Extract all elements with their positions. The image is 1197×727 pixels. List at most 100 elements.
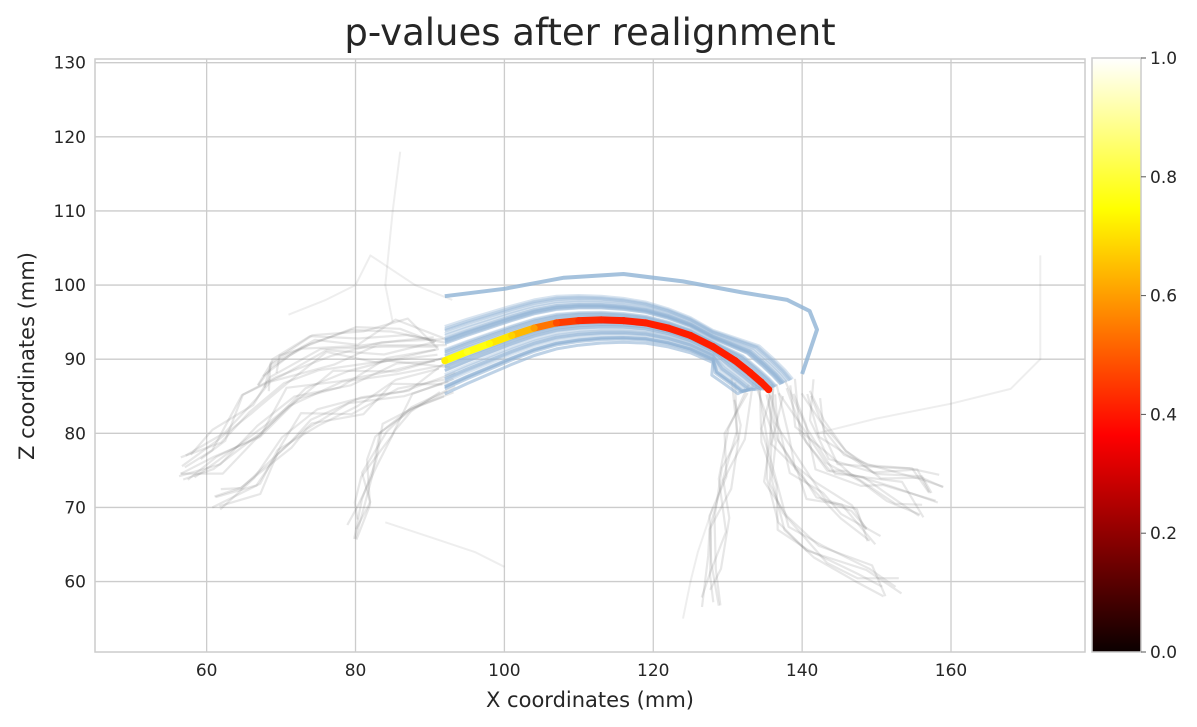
background-streamline bbox=[211, 367, 440, 509]
series-segment bbox=[463, 340, 494, 356]
aligned-streamline bbox=[444, 305, 783, 386]
aligned-streamline bbox=[444, 329, 758, 392]
background-streamline bbox=[777, 392, 921, 516]
aligned-streamline bbox=[444, 325, 763, 391]
background-streamline bbox=[219, 362, 445, 511]
background-streamline bbox=[760, 395, 897, 588]
background-streamline bbox=[682, 507, 714, 619]
aligned-streamline bbox=[444, 336, 751, 393]
background-streamline bbox=[353, 377, 454, 520]
background-streamline bbox=[700, 399, 742, 608]
background-streamline bbox=[220, 371, 456, 491]
series-point bbox=[597, 316, 605, 324]
aligned-streamline bbox=[444, 328, 760, 392]
background-streamline bbox=[770, 383, 868, 530]
background-streamline bbox=[355, 385, 456, 530]
aligned-streamline bbox=[444, 296, 792, 382]
colorbar-ticks: 0.0 0.2 0.4 0.6 0.8 1.0 bbox=[1141, 49, 1177, 663]
background-streamline bbox=[256, 318, 449, 386]
background-streamline bbox=[806, 393, 931, 494]
aligned-streamline bbox=[444, 313, 775, 389]
plot-background bbox=[95, 59, 1085, 652]
colorbar-tick-label: 0.4 bbox=[1150, 405, 1177, 425]
series-point bbox=[486, 340, 494, 348]
x-tick-label: 140 bbox=[786, 661, 818, 681]
background-streamline bbox=[180, 347, 440, 459]
background-streamline bbox=[810, 395, 944, 488]
series-point bbox=[642, 319, 650, 327]
background-streamline bbox=[267, 317, 439, 392]
background-streamline bbox=[354, 395, 445, 539]
background-streamline bbox=[275, 336, 434, 374]
background-streamline bbox=[384, 521, 505, 568]
background-streamline bbox=[789, 385, 939, 504]
background-streamline bbox=[785, 387, 923, 506]
background-streamline bbox=[713, 378, 739, 606]
background-streamline bbox=[185, 344, 447, 457]
aligned-streamline bbox=[444, 310, 778, 388]
background-streamline bbox=[214, 380, 449, 498]
series-segment bbox=[575, 316, 605, 325]
series-point bbox=[731, 357, 739, 365]
y-ticks: 60 70 80 90 100 110 120 130 bbox=[54, 54, 86, 593]
y-tick-label: 120 bbox=[54, 128, 86, 148]
aligned-streamline bbox=[444, 303, 785, 385]
x-tick-label: 60 bbox=[196, 661, 218, 681]
aligned-streamline bbox=[444, 333, 754, 392]
aligned-streamline bbox=[444, 304, 785, 385]
background-streamline bbox=[193, 364, 446, 479]
background-streamlines bbox=[178, 151, 1042, 619]
series-segment bbox=[508, 324, 538, 339]
background-streamline bbox=[757, 387, 903, 595]
aligned-streamline bbox=[444, 336, 751, 393]
aligned-streamline bbox=[444, 303, 786, 384]
background-streamline bbox=[180, 357, 444, 475]
background-streamline bbox=[816, 255, 1042, 435]
background-streamline bbox=[709, 382, 755, 591]
colorbar-tick-label: 0.0 bbox=[1150, 643, 1177, 663]
aligned-streamline bbox=[444, 300, 788, 383]
colorbar-tick-label: 1.0 bbox=[1150, 49, 1177, 69]
series-segment bbox=[686, 331, 717, 351]
background-streamline bbox=[774, 394, 868, 531]
background-streamline bbox=[262, 328, 437, 377]
background-streamline bbox=[178, 360, 435, 478]
background-streamline bbox=[182, 348, 436, 481]
aligned-streamline bbox=[444, 340, 747, 396]
aligned-streamline bbox=[444, 312, 776, 389]
series-point bbox=[686, 331, 694, 339]
series-point bbox=[765, 386, 773, 394]
series-point bbox=[553, 319, 561, 327]
series-segment bbox=[709, 343, 739, 365]
background-streamline bbox=[180, 359, 451, 475]
series-segment bbox=[553, 317, 583, 327]
y-tick-label: 110 bbox=[54, 202, 86, 222]
colorbar-tick-label: 0.6 bbox=[1150, 287, 1177, 307]
background-streamline bbox=[775, 383, 871, 542]
series-point bbox=[508, 331, 516, 339]
aligned-bundle bbox=[444, 272, 819, 396]
series-point bbox=[463, 348, 471, 356]
series-point bbox=[757, 378, 765, 386]
aligned-streamline bbox=[444, 325, 763, 391]
x-tick-label: 120 bbox=[637, 661, 669, 681]
aligned-streamline bbox=[444, 322, 766, 391]
aligned-streamline bbox=[444, 311, 777, 388]
series-segment bbox=[486, 331, 516, 348]
background-streamline bbox=[346, 391, 441, 526]
x-tick-label: 160 bbox=[935, 661, 967, 681]
background-streamline bbox=[792, 393, 936, 502]
background-streamline bbox=[766, 385, 882, 538]
background-streamline bbox=[808, 390, 940, 476]
background-streamline bbox=[758, 389, 883, 588]
background-streamline bbox=[187, 356, 445, 481]
background-streamline bbox=[353, 390, 448, 540]
aligned-streamline bbox=[444, 297, 791, 382]
background-streamline bbox=[219, 378, 445, 508]
aligned-streamline bbox=[444, 294, 794, 381]
x-tick-label: 80 bbox=[345, 661, 367, 681]
background-streamline bbox=[288, 254, 453, 316]
x-axis-label: X coordinates (mm) bbox=[486, 688, 694, 712]
x-ticks: 60 80 100 120 140 160 bbox=[196, 661, 967, 681]
